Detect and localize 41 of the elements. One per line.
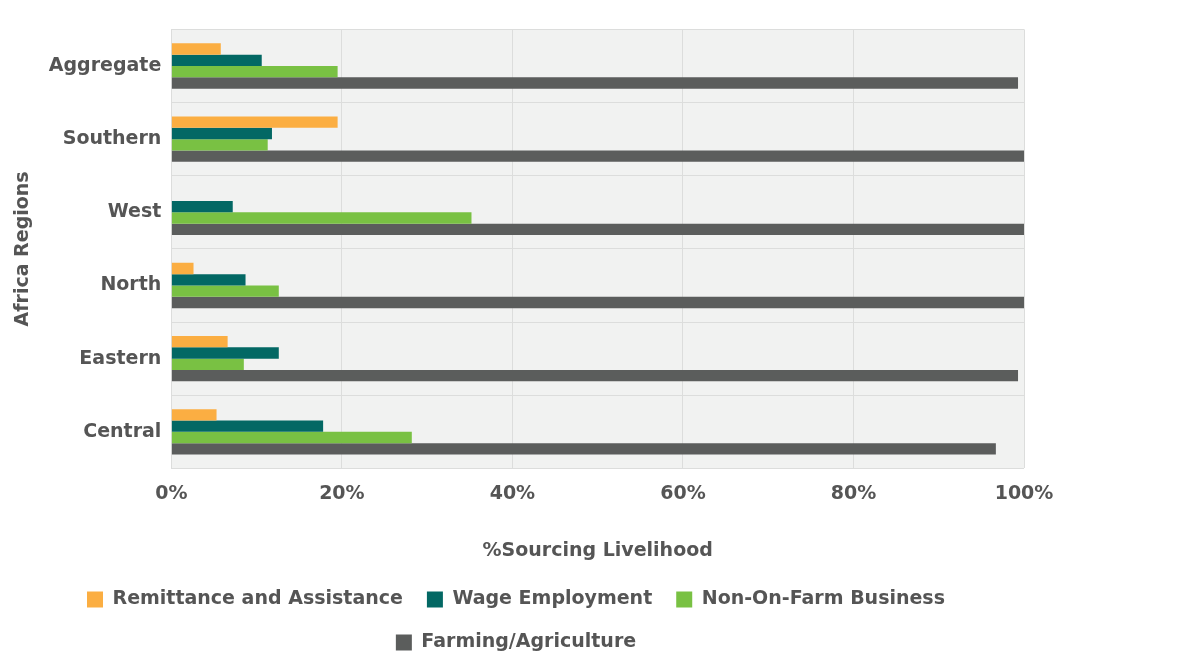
bar (171, 65, 338, 78)
y-tick-label: Aggregate (48, 52, 162, 75)
y-tick-label: North (100, 272, 162, 295)
bar (171, 274, 246, 286)
y-tick-label: Eastern (79, 345, 162, 368)
x-tick-label: 40% (489, 480, 536, 503)
x-tick-label: 80% (830, 480, 877, 503)
legend-label: Wage Employment (452, 586, 653, 609)
bar (171, 262, 194, 275)
bar (171, 223, 1024, 235)
bar (171, 54, 262, 66)
y-tick-label: West (107, 199, 162, 222)
x-tick-label: 100% (994, 480, 1054, 503)
x-tick-label: 20% (319, 480, 365, 503)
bar (171, 139, 268, 151)
bar (171, 43, 221, 55)
bar (171, 77, 1019, 89)
bar (171, 127, 272, 140)
bar (171, 335, 228, 348)
y-tick-label: Central (83, 418, 162, 441)
x-tick-label: 60% (660, 480, 706, 503)
bar (171, 285, 279, 297)
legend-label: Remittance and Assistance (112, 586, 403, 609)
bar (171, 420, 324, 432)
y-axis-title: Africa Regions (10, 171, 33, 327)
legend-label: Non-On-Farm Business (701, 586, 945, 609)
bar (171, 443, 996, 455)
legend-label: Farming/Agriculture (421, 629, 637, 652)
y-tick-label: Southern (62, 126, 162, 149)
bar (171, 212, 472, 224)
bar (171, 358, 244, 370)
bar (171, 116, 338, 128)
bar (171, 369, 1019, 382)
x-axis-title: %Sourcing Livelihood (482, 537, 713, 560)
x-tick-label: 0% (155, 480, 188, 503)
bar (171, 150, 1024, 162)
bar (171, 200, 233, 213)
bar (171, 409, 217, 421)
bar (171, 296, 1024, 309)
bar (171, 347, 279, 359)
bar (171, 431, 412, 444)
